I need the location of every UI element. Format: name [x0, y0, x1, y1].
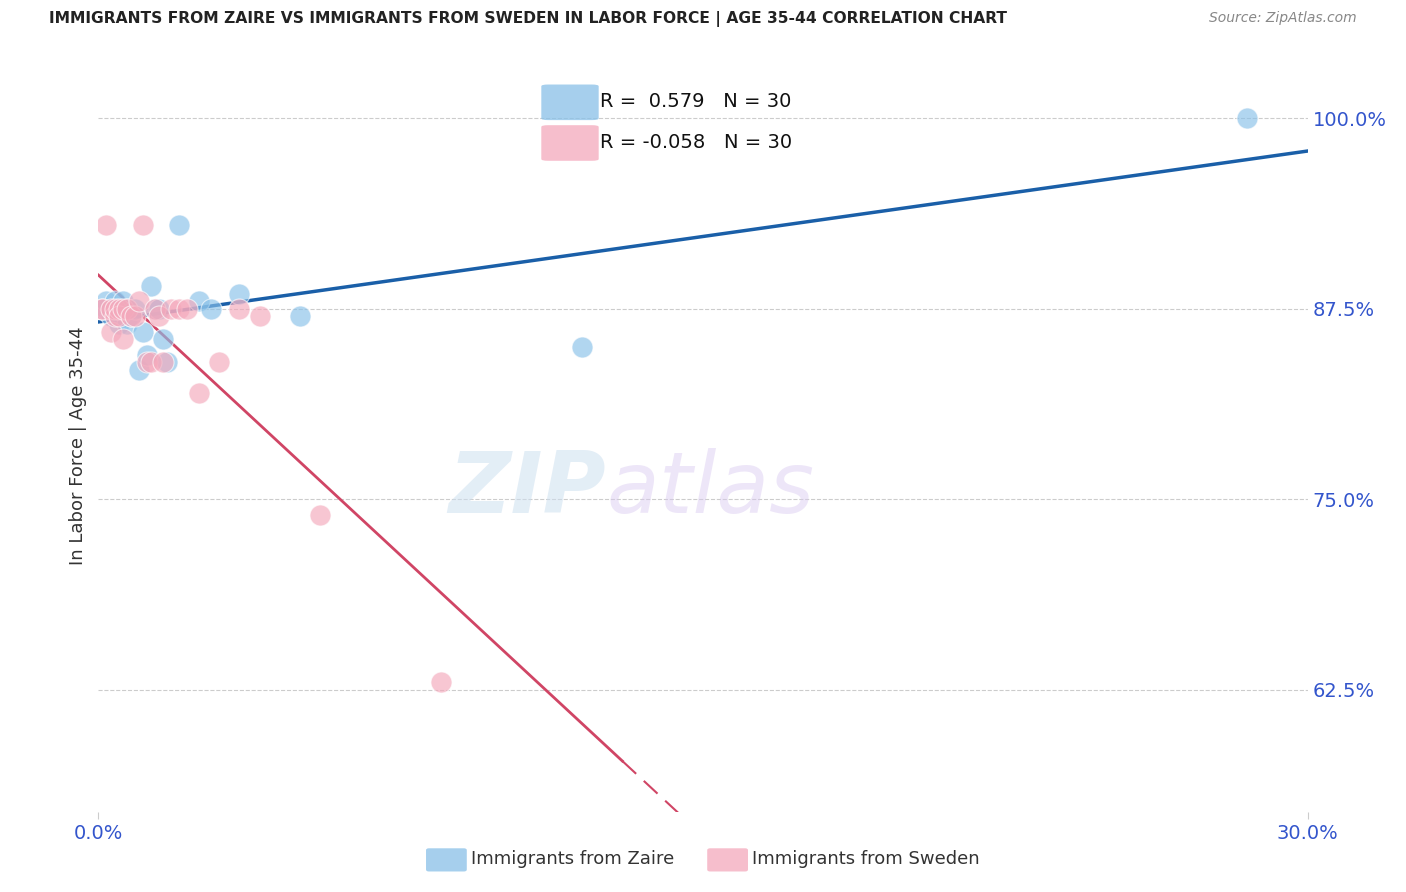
Point — [228, 301, 250, 316]
Point — [124, 310, 146, 324]
Point — [167, 301, 190, 316]
Point — [156, 355, 179, 369]
Point — [91, 301, 114, 316]
Text: R = -0.058   N = 30: R = -0.058 N = 30 — [600, 134, 793, 153]
Point — [128, 294, 150, 309]
Point — [120, 310, 142, 324]
Point — [430, 675, 453, 690]
Point — [96, 218, 118, 232]
Point — [120, 310, 142, 324]
Point — [132, 218, 155, 232]
Point — [152, 332, 174, 346]
Point — [107, 317, 129, 331]
Text: ZIP: ZIP — [449, 449, 606, 532]
Point — [208, 355, 231, 369]
Point — [309, 508, 332, 522]
Point — [148, 301, 170, 316]
Point — [143, 301, 166, 316]
Text: atlas: atlas — [606, 449, 814, 532]
Point — [103, 301, 125, 316]
Point — [143, 301, 166, 316]
Point — [167, 218, 190, 232]
Point — [139, 355, 162, 369]
Point — [91, 301, 114, 316]
Point — [571, 340, 593, 354]
Point — [100, 325, 122, 339]
Point — [139, 279, 162, 293]
Point — [115, 301, 138, 316]
FancyBboxPatch shape — [541, 85, 599, 120]
Point — [249, 310, 271, 324]
Point — [115, 301, 138, 316]
Text: IMMIGRANTS FROM ZAIRE VS IMMIGRANTS FROM SWEDEN IN LABOR FORCE | AGE 35-44 CORRE: IMMIGRANTS FROM ZAIRE VS IMMIGRANTS FROM… — [49, 11, 1007, 27]
Point — [107, 310, 129, 324]
Point — [107, 301, 129, 316]
Point — [103, 310, 125, 324]
Point — [135, 347, 157, 361]
Text: Source: ZipAtlas.com: Source: ZipAtlas.com — [1209, 11, 1357, 25]
Y-axis label: In Labor Force | Age 35-44: In Labor Force | Age 35-44 — [69, 326, 87, 566]
Point — [160, 301, 183, 316]
Point — [200, 301, 222, 316]
Point — [188, 385, 211, 400]
Point — [124, 301, 146, 316]
Point — [128, 363, 150, 377]
Text: Immigrants from Sweden: Immigrants from Sweden — [752, 850, 980, 868]
Point — [152, 355, 174, 369]
Text: R =  0.579   N = 30: R = 0.579 N = 30 — [600, 93, 792, 112]
Point — [96, 294, 118, 309]
Point — [148, 310, 170, 324]
FancyBboxPatch shape — [541, 125, 599, 161]
Point — [100, 310, 122, 324]
Point — [176, 301, 198, 316]
Point — [111, 332, 134, 346]
Point — [132, 325, 155, 339]
Point — [135, 355, 157, 369]
Point — [107, 301, 129, 316]
Point — [103, 301, 125, 316]
Point — [188, 294, 211, 309]
Point — [228, 286, 250, 301]
Text: Immigrants from Zaire: Immigrants from Zaire — [471, 850, 675, 868]
Point — [1236, 112, 1258, 126]
Point — [103, 294, 125, 309]
Point — [96, 301, 118, 316]
Point — [100, 301, 122, 316]
Point — [111, 294, 134, 309]
Point — [115, 317, 138, 331]
Point — [107, 310, 129, 324]
Point — [91, 301, 114, 316]
Point — [111, 301, 134, 316]
Point — [100, 301, 122, 316]
Point — [288, 310, 311, 324]
